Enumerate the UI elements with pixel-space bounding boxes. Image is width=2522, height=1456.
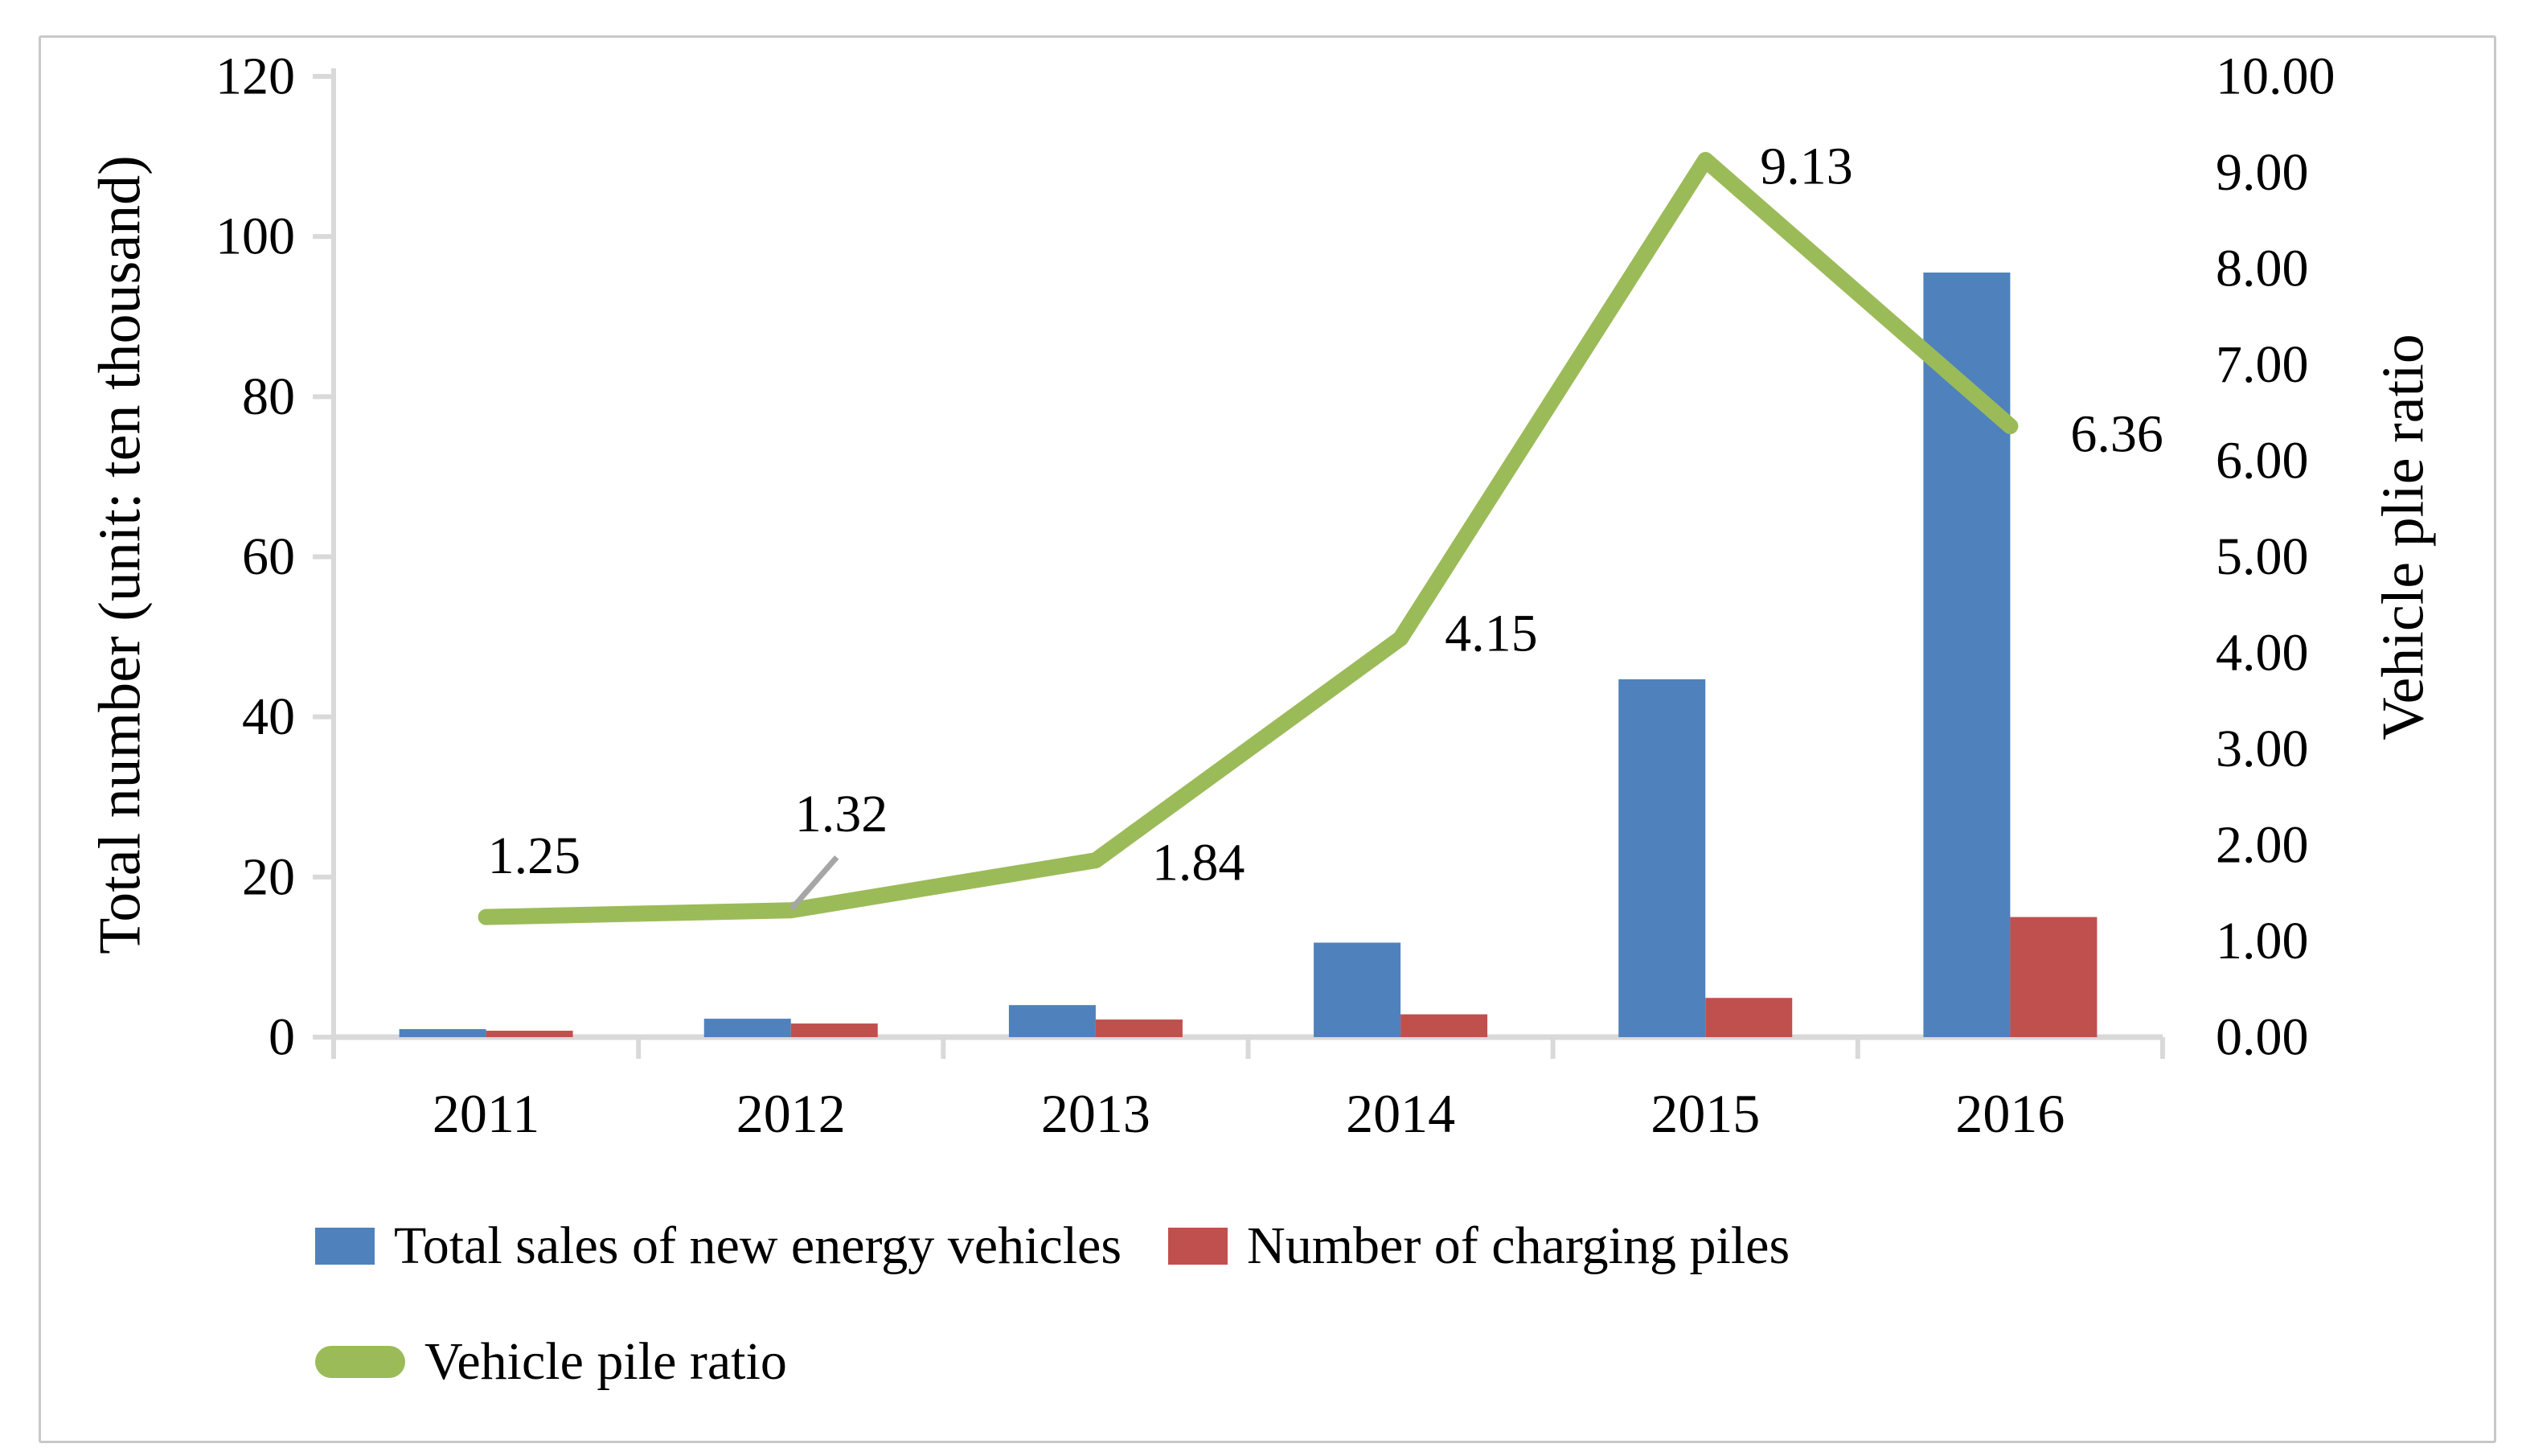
legend-row-1: Total sales of new energy vehicles Numbe… — [315, 1212, 1790, 1280]
right-axis-tick-label: 1.00 — [2216, 912, 2309, 970]
bar-total-sales-2015 — [1618, 679, 1706, 1037]
bar-total-sales-2012 — [703, 1019, 791, 1037]
legend-label-vehicle-pile-ratio: Vehicle pile ratio — [424, 1332, 787, 1391]
bar-total-sales-2013 — [1008, 1005, 1096, 1037]
right-axis-tick-label: 5.00 — [2216, 527, 2309, 586]
bar-total-sales-2014 — [1314, 942, 1401, 1037]
left-axis-tick-label: 20 — [242, 847, 295, 906]
legend-label-total-sales: Total sales of new energy vehicles — [394, 1216, 1122, 1275]
bar-total-sales-2016 — [1923, 272, 2011, 1038]
legend-row-2: Vehicle pile ratio — [315, 1328, 787, 1396]
bar-charging-piles-2011 — [486, 1031, 573, 1037]
x-axis-category-label: 2015 — [1651, 1083, 1760, 1144]
legend-label-charging-piles: Number of charging piles — [1247, 1216, 1790, 1275]
legend-swatch-charging-piles — [1168, 1228, 1228, 1265]
left-axis-tick-label: 120 — [215, 47, 295, 106]
bar-charging-piles-2012 — [790, 1023, 878, 1037]
right-axis-tick-label: 0.00 — [2216, 1008, 2309, 1067]
bar-charging-piles-2013 — [1095, 1019, 1183, 1037]
right-axis-tick-label: 7.00 — [2216, 335, 2309, 394]
bar-charging-piles-2014 — [1400, 1014, 1488, 1037]
ratio-data-label-2016: 6.36 — [2070, 404, 2163, 463]
x-axis-category-label: 2012 — [736, 1083, 846, 1144]
legend-swatch-vehicle-pile-ratio — [315, 1346, 405, 1378]
ratio-data-label-2015: 9.13 — [1760, 137, 1853, 195]
bar-total-sales-2011 — [399, 1029, 486, 1037]
left-axis-tick-label: 80 — [242, 367, 295, 426]
x-axis-category-label: 2016 — [1955, 1083, 2065, 1144]
right-axis-tick-label: 9.00 — [2216, 143, 2309, 202]
right-axis-tick-label: 3.00 — [2216, 720, 2309, 778]
right-axis-tick-label: 4.00 — [2216, 624, 2309, 683]
left-axis-title-text: Total number (unit: ten thousand) — [87, 155, 154, 954]
ratio-data-label-2012: 1.32 — [795, 785, 888, 843]
left-axis-tick-label: 100 — [215, 207, 295, 266]
right-axis-tick-label: 10.00 — [2216, 47, 2335, 106]
right-axis-tick-label: 6.00 — [2216, 432, 2309, 490]
vehicle-pile-ratio-line — [478, 151, 2019, 925]
right-axis-tick-label: 2.00 — [2216, 816, 2309, 875]
bar-charging-piles-2016 — [2010, 917, 2098, 1037]
left-axis-tick-label: 60 — [242, 527, 295, 586]
left-axis-tick-label: 40 — [242, 687, 295, 746]
bar-charging-piles-2015 — [1705, 998, 1793, 1037]
x-axis-category-label: 2014 — [1346, 1083, 1455, 1144]
right-axis-title-text: Vehicle plie ratio — [2370, 334, 2437, 740]
ratio-data-label-2014: 4.15 — [1445, 605, 1538, 663]
right-axis-tick-label: 8.00 — [2216, 240, 2309, 298]
ratio-data-label-2011: 1.25 — [488, 826, 581, 885]
legend-swatch-total-sales — [315, 1228, 375, 1265]
left-axis-tick-label: 0 — [269, 1008, 295, 1067]
data-label-leader-line — [789, 855, 839, 911]
x-axis-category-label: 2011 — [433, 1083, 539, 1144]
ratio-data-label-2013: 1.84 — [1152, 834, 1245, 892]
x-axis-category-label: 2013 — [1041, 1083, 1150, 1144]
